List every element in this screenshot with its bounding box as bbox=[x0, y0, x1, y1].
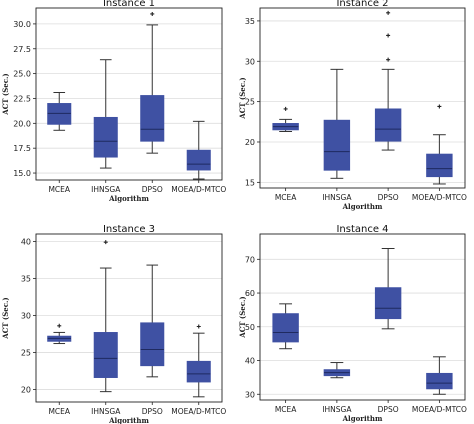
y-tick-label: 20.0 bbox=[13, 119, 31, 128]
x-tick-label-mcea: MCEA bbox=[275, 405, 297, 414]
chart-title: Instance 1 bbox=[103, 0, 155, 9]
x-tick-label-ihnsga: IHNSGA bbox=[91, 185, 121, 194]
iqr-box bbox=[140, 322, 165, 367]
box-mcea bbox=[47, 323, 72, 345]
y-tick-label: 30 bbox=[245, 390, 255, 399]
x-tick-label-dpso: DPSO bbox=[142, 185, 163, 194]
box-moead-mtco bbox=[186, 324, 211, 398]
iqr-box bbox=[93, 116, 118, 158]
plot-frame bbox=[35, 7, 223, 181]
y-tick-label: 27.5 bbox=[13, 45, 31, 54]
iqr-box bbox=[186, 149, 211, 171]
iqr-box bbox=[93, 332, 118, 378]
plot-frame bbox=[35, 233, 223, 403]
box-ihnsga bbox=[323, 68, 351, 179]
box-moead-mtco bbox=[426, 356, 453, 395]
box-dpso bbox=[140, 264, 165, 378]
plot-frame bbox=[259, 233, 466, 401]
iqr-box bbox=[426, 372, 453, 390]
x-axis-label: Algorithm bbox=[108, 416, 149, 424]
y-tick-label: 20 bbox=[21, 385, 31, 394]
iqr-box bbox=[323, 119, 351, 171]
iqr-box bbox=[140, 95, 165, 142]
outlier-marker bbox=[386, 57, 391, 62]
chart-title: Instance 3 bbox=[103, 224, 155, 235]
y-tick-label: 40 bbox=[245, 357, 255, 366]
outlier-marker bbox=[57, 323, 62, 328]
iqr-box bbox=[186, 360, 211, 383]
x-tick-label-moead-mtco: MOEA/D-MTCO bbox=[412, 405, 467, 414]
instance-3-chart: 20 25 30 35 40 MCEA IHNSGA DPSO MOEA/D-MTCO Insta… bbox=[1, 224, 226, 424]
x-tick-label-dpso: DPSO bbox=[378, 405, 399, 414]
x-tick-label-moead-mtco: MOEA/D-MTCO bbox=[412, 193, 467, 202]
iqr-box bbox=[374, 108, 402, 142]
y-tick-label: 30 bbox=[21, 311, 31, 320]
outlier-marker bbox=[437, 104, 442, 109]
x-axis-label: Algorithm bbox=[342, 202, 383, 211]
x-tick-label-ihnsga: IHNSGA bbox=[91, 407, 121, 416]
chart-title: Instance 2 bbox=[336, 0, 388, 9]
instance-4-chart: 30 40 50 60 70 MCEA IHNSGA DPSO MOEA/D-MTCO Insta… bbox=[238, 224, 467, 423]
box-dpso bbox=[374, 10, 402, 151]
box-moead-mtco bbox=[426, 104, 453, 185]
outlier-marker bbox=[386, 33, 391, 38]
iqr-box bbox=[374, 287, 402, 320]
y-axis-label: ACT (Sec.) bbox=[1, 297, 10, 339]
x-tick-label-mcea: MCEA bbox=[275, 193, 297, 202]
y-tick-label: 60 bbox=[245, 289, 255, 298]
y-tick-label: 17.5 bbox=[13, 144, 31, 153]
iqr-box bbox=[272, 313, 299, 343]
x-tick-label-mcea: MCEA bbox=[48, 407, 70, 416]
y-tick-label: 30 bbox=[245, 57, 255, 66]
y-axis-label: ACT (Sec.) bbox=[238, 296, 247, 338]
y-tick-label: 20 bbox=[245, 138, 255, 147]
box-ihnsga bbox=[93, 240, 118, 393]
y-tick-label: 15 bbox=[245, 178, 255, 187]
box-dpso bbox=[140, 11, 165, 154]
y-tick-label: 50 bbox=[245, 323, 255, 332]
x-tick-label-moead-mtco: MOEA/D-MTCO bbox=[171, 407, 226, 416]
y-tick-label: 35 bbox=[245, 17, 255, 26]
outlier-marker bbox=[150, 11, 155, 16]
box-mcea bbox=[47, 92, 72, 131]
x-tick-label-dpso: DPSO bbox=[378, 193, 399, 202]
box-ihnsga bbox=[93, 59, 118, 169]
x-tick-label-ihnsga: IHNSGA bbox=[322, 193, 352, 202]
outlier-marker bbox=[283, 106, 288, 111]
y-tick-label: 70 bbox=[245, 255, 255, 264]
y-tick-label: 15.0 bbox=[13, 169, 31, 178]
outlier-marker bbox=[386, 10, 391, 15]
x-tick-label-mcea: MCEA bbox=[48, 185, 70, 194]
instance-2-chart: 15 20 25 30 35 MCEA IHNSGA DPSO MOEA/D-MTCO Insta… bbox=[238, 0, 467, 211]
outlier-marker bbox=[196, 324, 201, 329]
box-mcea bbox=[272, 303, 299, 350]
y-tick-label: 25 bbox=[21, 348, 31, 357]
iqr-box bbox=[426, 153, 453, 178]
y-tick-label: 30.0 bbox=[13, 20, 31, 29]
x-axis-label: Algorithm bbox=[108, 194, 149, 203]
plot-frame bbox=[259, 7, 466, 189]
y-tick-label: 25.0 bbox=[13, 70, 31, 79]
y-tick-label: 22.5 bbox=[13, 94, 31, 103]
box-dpso bbox=[374, 248, 402, 330]
outlier-marker bbox=[103, 240, 108, 245]
y-tick-label: 25 bbox=[245, 98, 255, 107]
y-axis-label: ACT (Sec.) bbox=[238, 77, 247, 119]
x-tick-label-dpso: DPSO bbox=[142, 407, 163, 416]
box-mcea bbox=[272, 106, 299, 132]
x-axis-label: Algorithm bbox=[342, 414, 383, 423]
instance-1-chart: 15.0 17.5 20.0 22.5 25.0 27.5 30.0 MCEA IHNSGA DP… bbox=[1, 0, 226, 203]
x-tick-label-ihnsga: IHNSGA bbox=[322, 405, 352, 414]
x-tick-label-moead-mtco: MOEA/D-MTCO bbox=[171, 185, 226, 194]
y-tick-label: 35 bbox=[21, 274, 31, 283]
box-ihnsga bbox=[323, 362, 351, 379]
y-axis-label: ACT (Sec.) bbox=[1, 73, 10, 115]
chart-title: Instance 4 bbox=[336, 224, 388, 235]
y-tick-label: 40 bbox=[21, 237, 31, 246]
box-moead-mtco bbox=[186, 120, 211, 180]
